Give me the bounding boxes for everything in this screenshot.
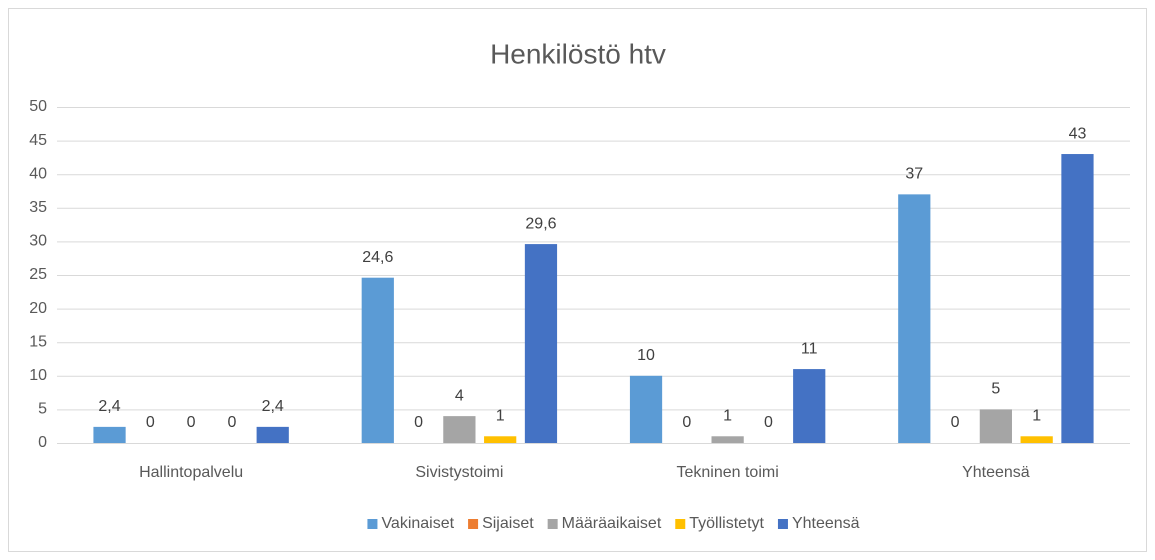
bar xyxy=(524,244,558,443)
value-label: 37 xyxy=(905,166,923,183)
y-tick-label: 10 xyxy=(29,367,47,384)
value-label: 0 xyxy=(764,414,773,431)
bar xyxy=(93,426,126,443)
legend-swatch xyxy=(675,519,686,529)
value-label: 1 xyxy=(496,407,505,424)
value-label: 29,6 xyxy=(525,215,556,232)
value-label: 2,4 xyxy=(262,398,284,415)
value-label: 0 xyxy=(146,414,155,431)
bar xyxy=(979,409,1012,443)
legend-label: Vakinaiset xyxy=(381,515,454,532)
legend-label: Yhteensä xyxy=(792,515,860,532)
legend-swatch xyxy=(777,519,788,529)
x-tick-label: Hallintopalvelu xyxy=(139,464,243,481)
y-tick-label: 40 xyxy=(29,165,47,182)
bar xyxy=(711,436,744,443)
value-label: 0 xyxy=(187,414,196,431)
legend-label: Työllistetyt xyxy=(689,515,764,532)
bar xyxy=(1061,154,1094,444)
value-label: 4 xyxy=(455,387,464,404)
value-label: 0 xyxy=(227,414,236,431)
value-label: 43 xyxy=(1069,125,1087,142)
bar xyxy=(443,416,476,443)
y-tick-label: 15 xyxy=(29,333,47,350)
value-label: 1 xyxy=(1032,407,1041,424)
x-tick-label: Yhteensä xyxy=(962,464,1030,481)
legend-swatch xyxy=(468,519,479,529)
x-tick-label: Tekninen toimi xyxy=(676,464,778,481)
y-tick-label: 5 xyxy=(38,401,47,418)
value-label: 0 xyxy=(414,414,423,431)
y-tick-label: 50 xyxy=(29,98,47,115)
x-tick-label: Sivistystoimi xyxy=(415,464,503,481)
y-tick-label: 0 xyxy=(38,434,47,451)
value-label: 10 xyxy=(637,347,655,364)
bar xyxy=(361,277,394,443)
y-tick-label: 25 xyxy=(29,266,47,283)
value-label: 24,6 xyxy=(362,249,393,266)
bar xyxy=(793,369,826,443)
value-label: 0 xyxy=(951,414,960,431)
value-label: 11 xyxy=(801,340,818,357)
legend-swatch xyxy=(547,519,558,529)
bar xyxy=(256,426,289,443)
y-tick-label: 45 xyxy=(29,132,47,149)
y-tick-label: 35 xyxy=(29,199,47,216)
y-tick-label: 20 xyxy=(29,300,47,317)
chart-title: Henkilöstö htv xyxy=(490,38,666,69)
bar xyxy=(898,194,931,443)
legend-swatch xyxy=(367,519,378,529)
bar xyxy=(484,436,517,443)
value-label: 5 xyxy=(991,381,1000,398)
value-label: 1 xyxy=(723,407,732,424)
chart-frame xyxy=(8,8,1147,552)
legend-label: Sijaiset xyxy=(482,515,534,532)
legend-label: Määräaikaiset xyxy=(562,515,662,532)
value-label: 2,4 xyxy=(98,398,120,415)
bar xyxy=(629,375,663,443)
bar xyxy=(1020,436,1053,443)
value-label: 0 xyxy=(682,414,691,431)
y-tick-label: 30 xyxy=(29,233,47,250)
